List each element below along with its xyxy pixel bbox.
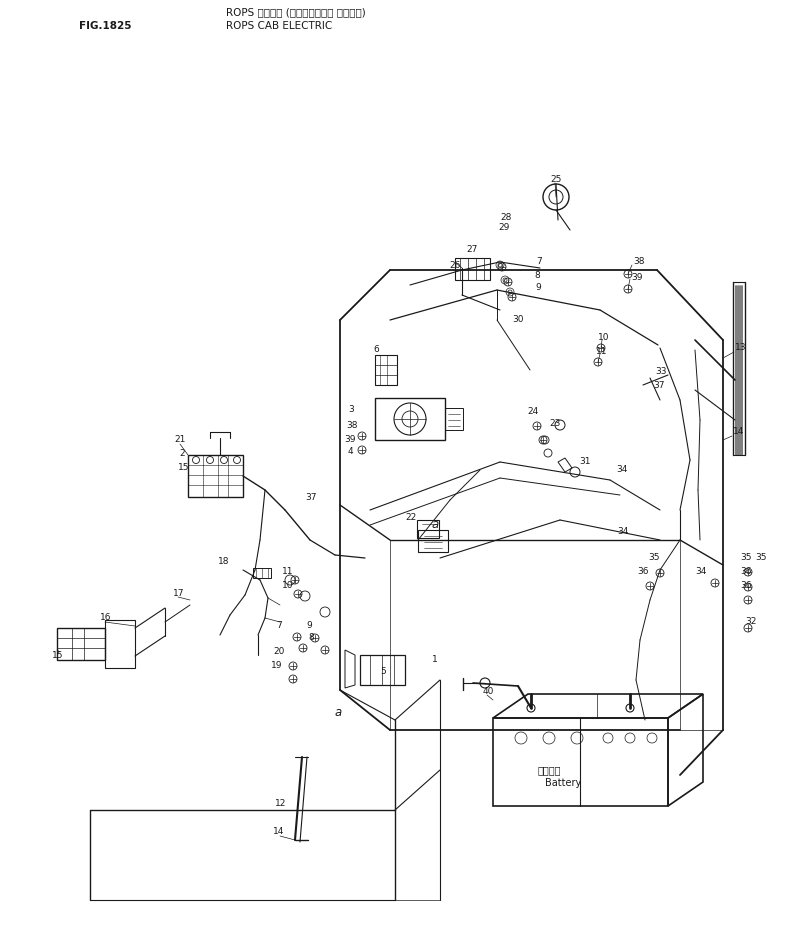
Text: 35: 35 bbox=[648, 554, 660, 562]
Text: 9: 9 bbox=[306, 620, 312, 630]
Text: a: a bbox=[335, 705, 342, 718]
Text: ROPS キャブ・ (エレクトリカル システム): ROPS キャブ・ (エレクトリカル システム) bbox=[226, 7, 366, 17]
Text: 20: 20 bbox=[273, 647, 284, 657]
Text: 11: 11 bbox=[596, 347, 608, 356]
Text: 34: 34 bbox=[617, 528, 628, 536]
Text: 38: 38 bbox=[346, 420, 357, 430]
Text: FIG.1825: FIG.1825 bbox=[79, 21, 132, 31]
Text: 1: 1 bbox=[432, 656, 438, 664]
Text: 8: 8 bbox=[308, 632, 314, 642]
Text: 7: 7 bbox=[536, 258, 542, 266]
Text: 37: 37 bbox=[653, 380, 664, 389]
Text: 4: 4 bbox=[348, 447, 353, 457]
Text: 34: 34 bbox=[616, 464, 627, 474]
Text: 14: 14 bbox=[733, 428, 744, 436]
Text: 26: 26 bbox=[449, 261, 460, 270]
Text: 39: 39 bbox=[631, 273, 642, 281]
Text: 37: 37 bbox=[305, 493, 316, 502]
Text: 36: 36 bbox=[637, 568, 649, 576]
Text: 10: 10 bbox=[598, 333, 609, 342]
Bar bbox=[375, 355, 397, 385]
Bar bbox=[418, 530, 448, 552]
Text: Battery: Battery bbox=[545, 778, 581, 788]
Text: 24: 24 bbox=[527, 407, 538, 417]
Bar bbox=[360, 655, 405, 685]
Text: 36: 36 bbox=[740, 582, 751, 590]
Text: 15: 15 bbox=[52, 650, 63, 659]
Bar bbox=[493, 718, 668, 806]
Text: 38: 38 bbox=[633, 258, 645, 266]
Text: 11: 11 bbox=[282, 568, 294, 576]
Bar bbox=[445, 408, 463, 430]
Text: 18: 18 bbox=[218, 558, 230, 567]
Text: 36: 36 bbox=[740, 568, 751, 576]
Text: 8: 8 bbox=[534, 271, 540, 279]
Text: 28: 28 bbox=[500, 214, 511, 222]
Text: 34: 34 bbox=[695, 568, 706, 576]
Bar bbox=[417, 520, 439, 538]
Text: 7: 7 bbox=[276, 620, 282, 630]
Bar bbox=[375, 398, 445, 440]
Text: 29: 29 bbox=[498, 223, 510, 233]
Bar bbox=[57, 628, 105, 660]
Text: 16: 16 bbox=[100, 613, 111, 621]
Text: 5: 5 bbox=[380, 668, 386, 676]
Text: 25: 25 bbox=[550, 175, 562, 183]
Text: 17: 17 bbox=[173, 588, 185, 598]
Text: 10: 10 bbox=[282, 582, 294, 590]
Text: 23: 23 bbox=[549, 418, 560, 428]
Text: 30: 30 bbox=[512, 316, 523, 324]
Text: 15: 15 bbox=[178, 463, 189, 473]
Text: 39: 39 bbox=[344, 434, 356, 444]
Text: 2: 2 bbox=[179, 448, 185, 458]
Text: バッテリ: バッテリ bbox=[538, 765, 562, 775]
Text: 35: 35 bbox=[755, 554, 766, 562]
Text: 13: 13 bbox=[735, 344, 746, 352]
Text: 14: 14 bbox=[273, 828, 284, 837]
Text: 19: 19 bbox=[271, 660, 282, 670]
Text: 12: 12 bbox=[275, 800, 286, 809]
Text: 9: 9 bbox=[535, 284, 540, 292]
Text: 35: 35 bbox=[740, 554, 751, 562]
Bar bbox=[105, 620, 135, 668]
Text: ROPS CAB ELECTRIC: ROPS CAB ELECTRIC bbox=[226, 21, 332, 31]
Text: 21: 21 bbox=[174, 435, 185, 445]
Text: 3: 3 bbox=[348, 405, 353, 415]
Text: 40: 40 bbox=[483, 687, 495, 697]
Text: 6: 6 bbox=[373, 346, 379, 355]
Text: 22: 22 bbox=[405, 513, 417, 521]
Text: 31: 31 bbox=[579, 458, 590, 466]
Text: 32: 32 bbox=[745, 617, 757, 627]
Bar bbox=[253, 568, 271, 578]
Text: 33: 33 bbox=[655, 367, 667, 376]
Text: 27: 27 bbox=[466, 246, 477, 254]
Bar bbox=[188, 455, 243, 497]
Text: a: a bbox=[432, 518, 439, 531]
